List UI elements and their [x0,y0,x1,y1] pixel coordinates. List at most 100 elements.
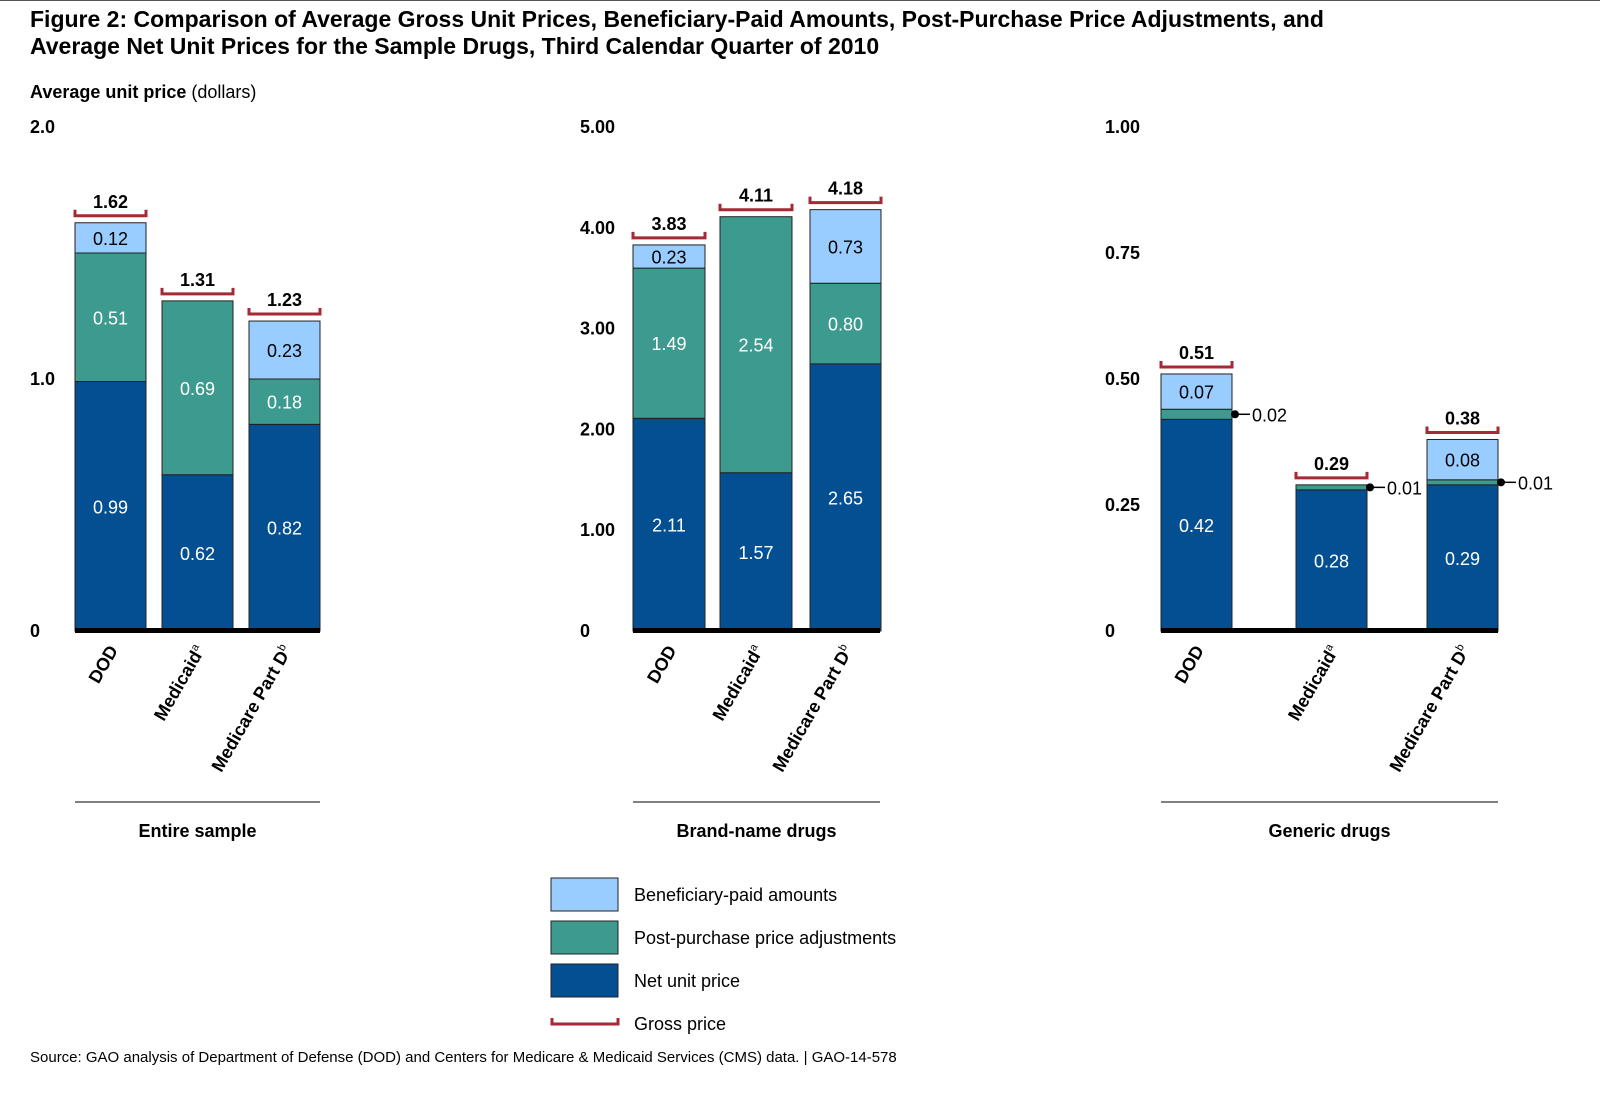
legend-label: Post-purchase price adjustments [634,928,896,948]
beneficiary-segment [809,209,882,284]
y-axis-label: Average unit price (dollars) [30,82,256,103]
gross-price-bracket [808,196,883,205]
gross-price-label: 1.23 [267,290,302,310]
gross-price-bracket [631,231,707,240]
adjustment-value-label: 1.49 [651,334,686,354]
y-tick-label: 1.00 [580,520,615,540]
beneficiary-segment [632,244,706,269]
adjustment-value-label: 0.80 [828,315,863,335]
beneficiary-value-label: 0.23 [651,248,686,268]
gross-price-label: 4.18 [828,179,863,199]
gross-price-bracket [160,287,235,296]
net-segment [632,417,706,632]
x-axis-baseline [1161,628,1498,633]
net-segment [1426,484,1499,632]
legend-label: Beneficiary-paid amounts [634,885,837,905]
category-label: Medicare Part Db [769,642,857,775]
y-tick-label: 0.50 [1105,369,1140,389]
net-value-label: 0.99 [93,497,128,517]
gross-price-bracket [1159,360,1234,369]
net-segment [248,423,321,632]
adjustment-segment [74,252,147,383]
y-tick-label: 1.00 [1105,117,1140,137]
y-tick-label: 0 [1105,621,1115,641]
panel-entire-sample: 0 1.0 2.0 0.99 0.51 0.12 1.62 DOD 0.62 0.69 1.31 Me… [30,117,322,841]
y-tick-label: 2.0 [30,117,55,137]
gross-price-bracket [718,203,794,212]
source-note: Source: GAO analysis of Department of De… [30,1049,897,1066]
legend: Beneficiary-paid amounts Post-purchase pr… [550,877,896,1034]
gross-price-bracket [1294,471,1369,480]
gross-price-label: 0.51 [1179,343,1214,363]
beneficiary-value-label: 0.23 [267,341,302,361]
gross-price-label: 0.38 [1445,408,1480,428]
net-value-label: 2.11 [652,516,686,536]
y-axis-label-bold: Average unit price [30,82,187,102]
adjustment-segment [161,300,234,476]
category-label: Medicare Part Db [208,642,296,775]
panel-title: Generic drugs [1268,821,1390,841]
category-label: Medicaida [709,641,768,724]
beneficiary-value-label: 0.12 [93,229,128,249]
x-axis-baseline [633,628,880,633]
adjustment-value-label: 0.69 [180,379,215,399]
panel-title: Brand-name drugs [676,821,836,841]
category-label: Medicaida [150,641,209,724]
footnote-marker: a [747,641,761,653]
footnote-marker: a [189,641,203,653]
adjustment-segment [1295,484,1368,491]
net-value-label: 2.65 [828,488,863,508]
net-segment [1160,418,1233,632]
title-line-1: Figure 2: Comparison of Average Gross Un… [30,6,1324,32]
y-tick-label: 3.00 [580,319,615,339]
panel-title: Entire sample [138,821,256,841]
y-tick-label: 4.00 [580,218,615,238]
legend-swatch-adjustment [550,920,619,955]
net-segment [1295,489,1368,632]
footnote-marker: b [276,642,289,653]
panel-generic-drugs: 0 0.25 0.50 0.75 1.00 0.42 0.07 0.51 0.02 DOD 0.28… [1105,117,1553,841]
adjustment-segment [632,267,706,419]
y-tick-label: 0.75 [1105,243,1140,263]
net-value-label: 0.62 [180,544,215,564]
y-tick-label: 5.00 [580,117,615,137]
figure-title: Figure 2: Comparison of Average Gross Un… [30,6,1324,60]
beneficiary-segment [248,320,321,380]
beneficiary-value-label: 0.73 [828,237,863,257]
top-rule [0,0,1600,1]
category-label: DOD [643,642,680,687]
adjustment-value-label: 0.51 [93,308,128,328]
gross-price-bracket [73,209,148,218]
gross-price-label: 3.83 [651,214,686,234]
legend-label: Net unit price [634,971,740,991]
adjustment-segment [1426,479,1499,486]
gross-price-label: 1.31 [180,270,215,290]
category-label: DOD [85,642,122,687]
gross-price-label: 4.11 [739,186,773,206]
adjustment-callout-label: 0.01 [1387,478,1422,498]
net-value-label: 1.57 [738,543,773,563]
footnote-marker: b [837,642,850,653]
legend-label: Gross price [634,1014,726,1034]
category-label: Medicare Part Db [1386,642,1474,775]
net-value-label: 0.29 [1445,549,1480,569]
legend-swatch-gross [550,1018,620,1026]
panel-brand-name-drugs: 0 1.00 2.00 3.00 4.00 5.00 2.11 1.49 0.23 3.83 DOD… [580,117,883,841]
beneficiary-segment [74,222,147,254]
title-line-2: Average Net Unit Prices for the Sample D… [30,33,880,59]
adjustment-callout-label: 0.02 [1252,405,1287,425]
beneficiary-segment [1426,438,1499,481]
footnote-marker: b [1454,642,1467,653]
net-segment [161,474,234,632]
gross-price-bracket [1425,426,1500,434]
adjustment-value-label: 0.18 [267,393,302,413]
category-label: DOD [1171,642,1208,687]
y-tick-label: 1.0 [30,369,55,389]
net-value-label: 0.82 [267,519,302,539]
adjustment-segment [1160,408,1233,420]
legend-swatch-net [550,963,619,998]
beneficiary-value-label: 0.08 [1445,451,1480,471]
adjustment-value-label: 2.54 [738,336,773,356]
gross-price-label: 0.29 [1314,454,1349,474]
